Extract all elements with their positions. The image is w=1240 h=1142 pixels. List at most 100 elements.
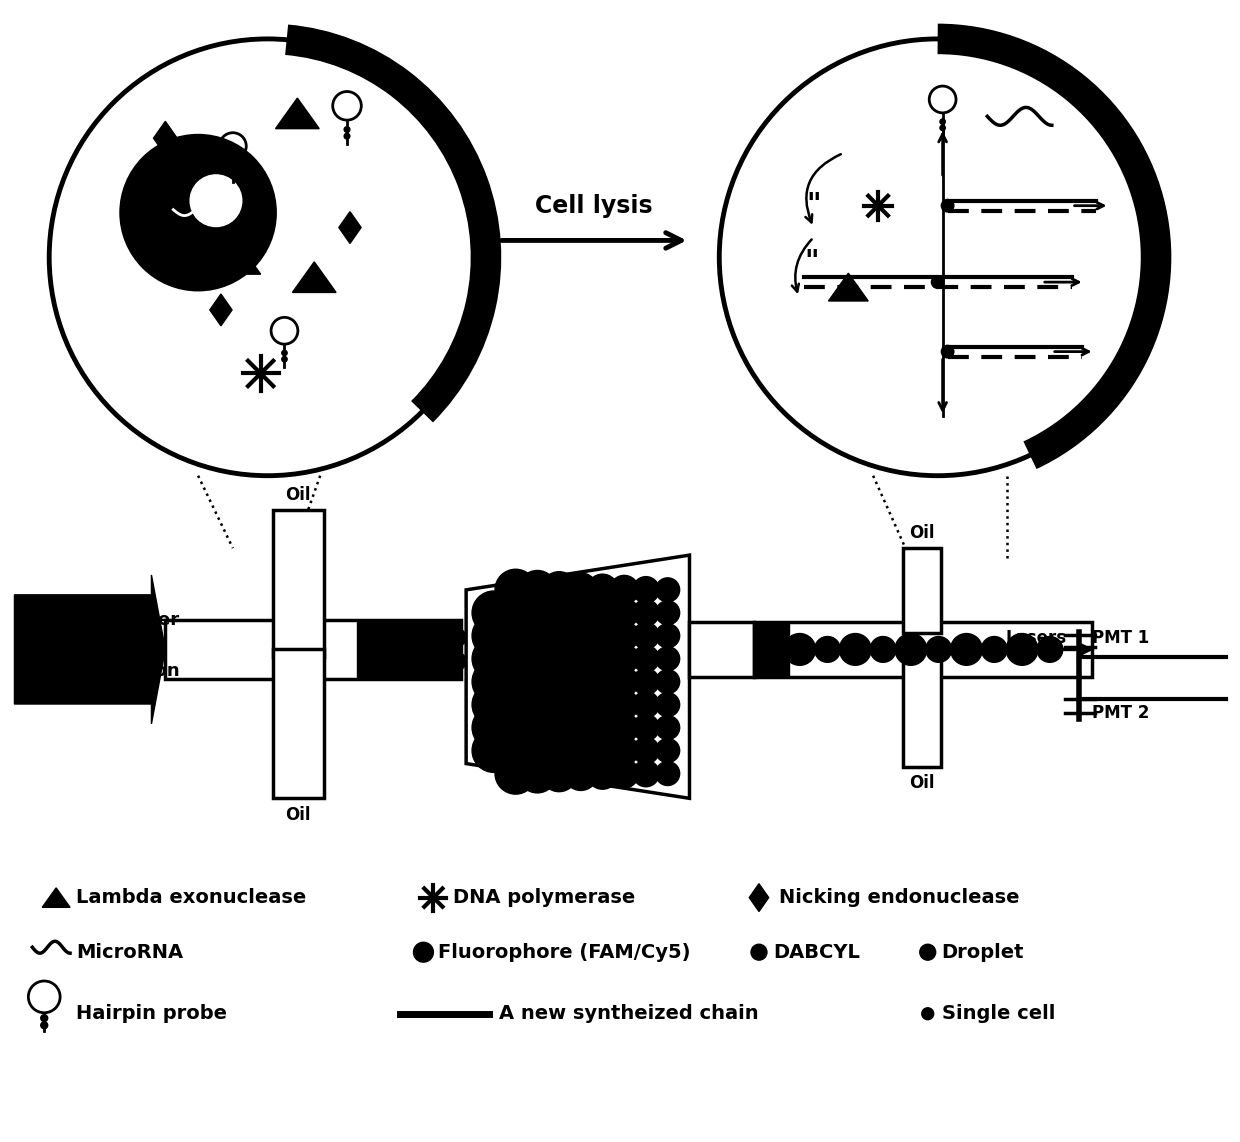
Text: ": " (805, 248, 820, 276)
Circle shape (361, 652, 378, 670)
Polygon shape (210, 293, 232, 325)
Circle shape (495, 707, 536, 748)
Circle shape (656, 646, 680, 670)
Text: Oil: Oil (285, 806, 311, 825)
Circle shape (839, 634, 872, 666)
Circle shape (564, 733, 598, 767)
Circle shape (449, 628, 466, 646)
Circle shape (472, 729, 516, 772)
Circle shape (610, 644, 639, 673)
Bar (357, 621, 461, 677)
Circle shape (656, 624, 680, 648)
Circle shape (632, 715, 660, 741)
Circle shape (632, 577, 660, 603)
Circle shape (587, 620, 619, 651)
Circle shape (495, 569, 536, 611)
Circle shape (495, 616, 536, 657)
Circle shape (656, 578, 680, 602)
Circle shape (632, 645, 660, 671)
Circle shape (587, 574, 619, 605)
Circle shape (940, 126, 945, 130)
Circle shape (719, 39, 1156, 476)
Circle shape (449, 652, 466, 670)
Circle shape (610, 690, 639, 719)
Circle shape (656, 739, 680, 763)
Circle shape (495, 753, 536, 794)
Bar (903, 650, 941, 766)
Polygon shape (221, 247, 260, 274)
Text: A new syntheized chain: A new syntheized chain (498, 1004, 759, 1023)
Text: Single cell: Single cell (941, 1004, 1055, 1023)
Circle shape (610, 621, 639, 650)
Bar (273, 510, 324, 658)
Circle shape (632, 761, 660, 787)
Circle shape (921, 1007, 934, 1020)
Circle shape (656, 669, 680, 693)
Circle shape (361, 628, 378, 646)
Circle shape (926, 636, 951, 662)
Circle shape (874, 202, 882, 209)
Polygon shape (293, 262, 336, 292)
Circle shape (564, 573, 598, 606)
Text: Reaction buffer: Reaction buffer (22, 611, 180, 628)
Text: Lambda exonuclease: Lambda exonuclease (76, 888, 306, 907)
Circle shape (564, 642, 598, 676)
Circle shape (564, 687, 598, 722)
Circle shape (587, 597, 619, 628)
Circle shape (632, 691, 660, 718)
Circle shape (495, 730, 536, 771)
Text: DABCYL: DABCYL (773, 942, 859, 962)
Circle shape (610, 576, 639, 604)
Circle shape (632, 738, 660, 764)
Circle shape (120, 135, 275, 290)
Polygon shape (749, 884, 769, 911)
Circle shape (656, 693, 680, 717)
Circle shape (190, 175, 242, 226)
Circle shape (784, 634, 816, 666)
Circle shape (472, 614, 516, 658)
Circle shape (281, 356, 288, 362)
Circle shape (951, 634, 982, 666)
Bar (689, 621, 754, 677)
Text: PMT 1: PMT 1 (1091, 629, 1148, 648)
Circle shape (427, 628, 444, 646)
Circle shape (518, 617, 557, 656)
Circle shape (472, 683, 516, 726)
Circle shape (656, 601, 680, 625)
Circle shape (427, 652, 444, 670)
Circle shape (564, 757, 598, 790)
Circle shape (413, 942, 433, 962)
Circle shape (472, 637, 516, 681)
Polygon shape (339, 211, 361, 243)
Circle shape (345, 134, 350, 139)
Circle shape (281, 351, 288, 355)
Circle shape (430, 894, 436, 901)
Circle shape (610, 713, 639, 742)
Polygon shape (828, 273, 868, 301)
Circle shape (920, 944, 936, 960)
Polygon shape (466, 555, 689, 798)
Circle shape (383, 628, 401, 646)
Circle shape (587, 666, 619, 698)
Polygon shape (15, 574, 165, 724)
Circle shape (751, 944, 766, 960)
Circle shape (941, 345, 955, 359)
Circle shape (632, 622, 660, 649)
Circle shape (518, 685, 557, 724)
Text: Droplet: Droplet (941, 942, 1024, 962)
Circle shape (931, 275, 945, 289)
Text: Fluorophore (FAM/Cy5): Fluorophore (FAM/Cy5) (438, 942, 691, 962)
Text: DNA polymerase: DNA polymerase (454, 888, 635, 907)
Circle shape (541, 709, 578, 746)
Circle shape (518, 708, 557, 747)
Polygon shape (275, 98, 319, 129)
Circle shape (495, 661, 536, 702)
Circle shape (541, 664, 578, 700)
Circle shape (656, 716, 680, 740)
Polygon shape (42, 887, 69, 908)
Circle shape (981, 636, 1007, 662)
Text: Hairpin probe: Hairpin probe (76, 1004, 227, 1023)
Circle shape (759, 636, 785, 662)
Circle shape (564, 665, 598, 699)
Circle shape (564, 619, 598, 653)
